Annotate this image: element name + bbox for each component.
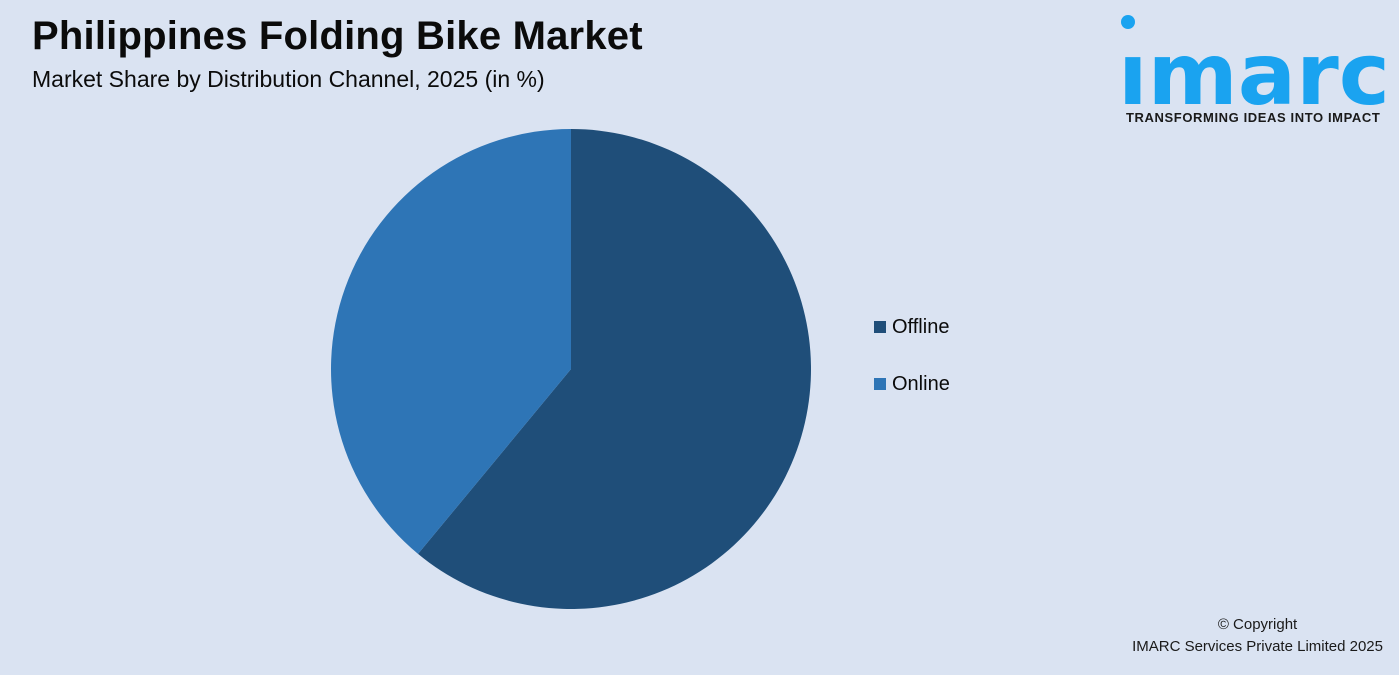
legend-label-offline: Offline — [892, 315, 950, 338]
svg-text:ımarc: ımarc — [1118, 25, 1390, 107]
pie-slice-online — [331, 129, 571, 554]
pie-slices — [331, 129, 812, 609]
legend-swatch-offline — [874, 321, 886, 333]
copyright-line-1: © Copyright — [1217, 616, 1298, 633]
legend-item-offline: Offline — [874, 314, 950, 340]
chart-title: Philippines Folding Bike Market — [32, 14, 643, 58]
copyright-line-2: IMARC Services Private Limited 2025 — [1132, 638, 1383, 655]
legend: Offline Online — [874, 314, 950, 428]
legend-swatch-online — [874, 378, 886, 390]
imarc-logo-icon: ımarc — [1118, 15, 1390, 107]
legend-label-online: Online — [892, 372, 950, 395]
pie-slice-offline — [418, 129, 812, 609]
legend-item-online: Online — [874, 371, 950, 397]
copyright: © Copyright IMARC Services Private Limit… — [1132, 614, 1383, 658]
logo-tagline: TRANSFORMING IDEAS INTO IMPACT — [1126, 110, 1381, 125]
chart-subtitle: Market Share by Distribution Channel, 20… — [32, 66, 545, 92]
